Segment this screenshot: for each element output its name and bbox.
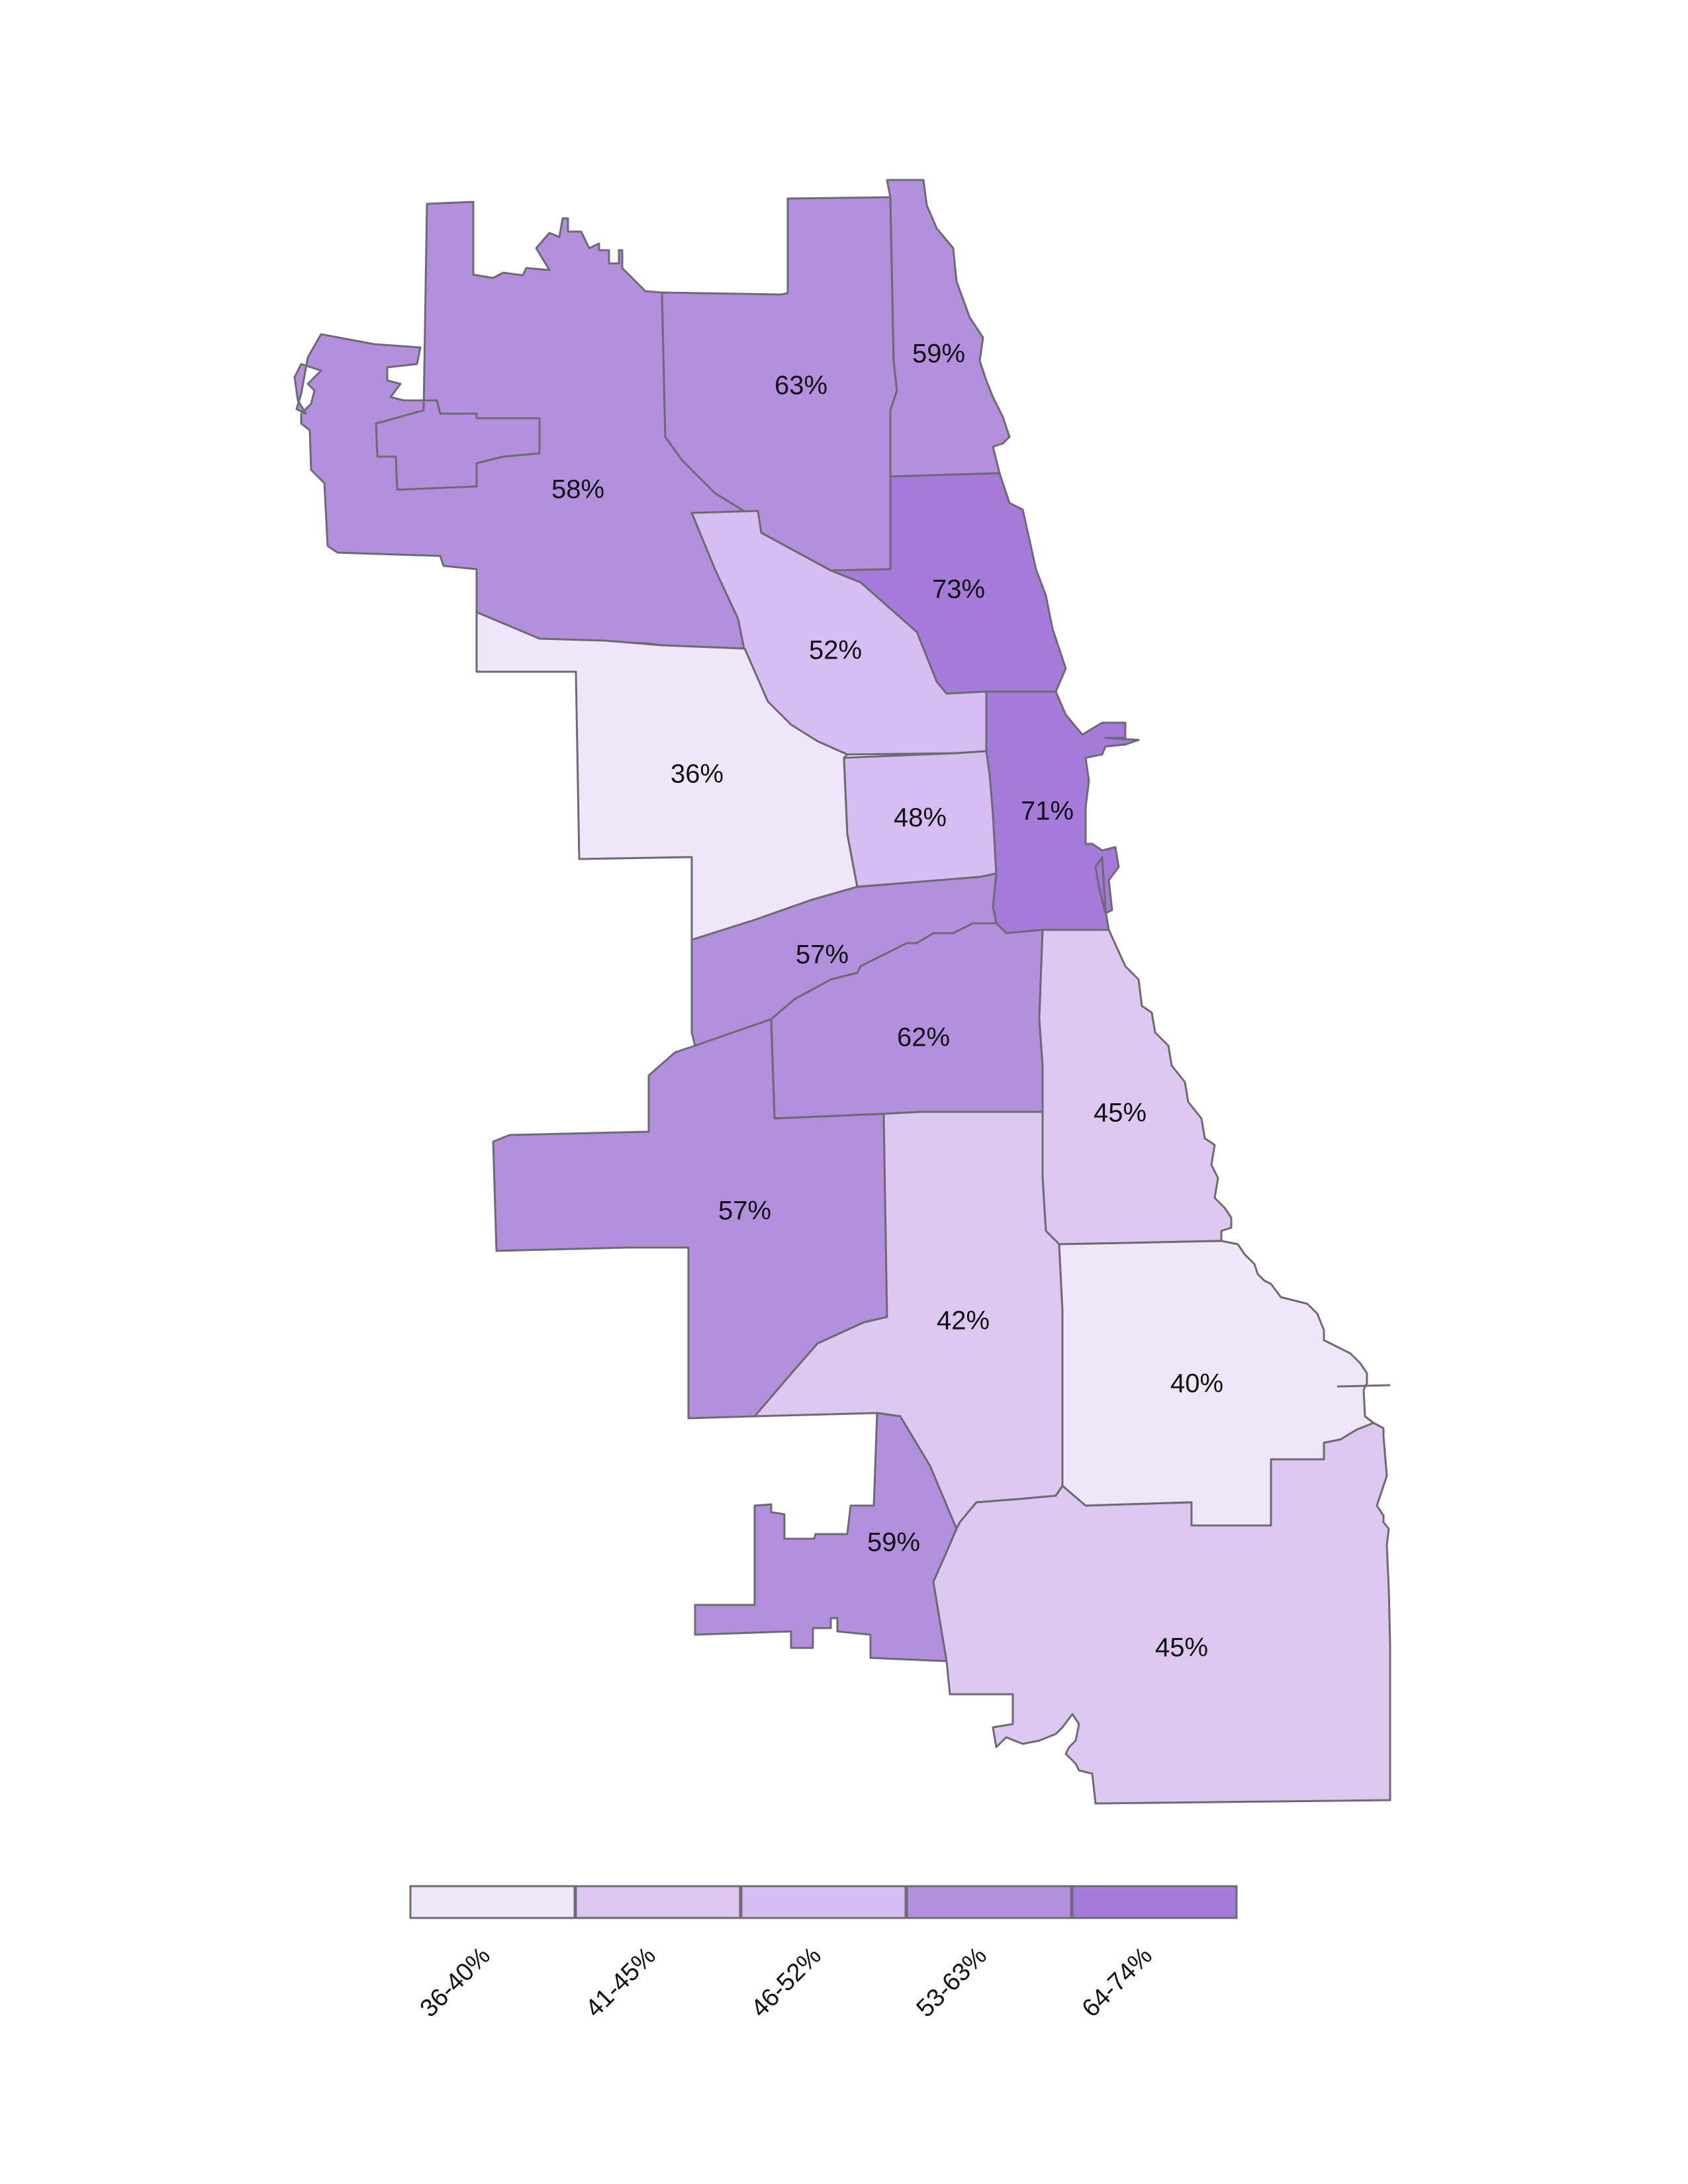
legend-swatch-46-52 <box>740 1885 907 1919</box>
region-label-northwest-central: 52% <box>809 636 862 665</box>
region-label-south-lakefront: 45% <box>1094 1099 1147 1128</box>
region-south-lakefront[interactable] <box>1038 929 1233 1246</box>
region-label-southwest-near: 57% <box>796 940 849 970</box>
legend-swatch-41-45 <box>575 1885 741 1919</box>
legend-label-53-63: 53-63% <box>912 1942 992 2023</box>
legend-label-46-52: 46-52% <box>746 1942 827 2023</box>
region-label-southeast: 40% <box>1170 1369 1223 1398</box>
region-label-southwest: 57% <box>718 1197 771 1226</box>
region-label-west: 36% <box>671 760 724 789</box>
region-label-north-lakefront: 73% <box>932 575 985 604</box>
legend-label-36-40: 36-40% <box>415 1942 496 2023</box>
pier-line <box>1336 1384 1391 1388</box>
region-far-northwest[interactable] <box>293 201 759 650</box>
region-label-central: 71% <box>1021 797 1074 826</box>
region-label-far-southwest: 59% <box>867 1528 920 1557</box>
legend-label-41-45: 41-45% <box>581 1942 661 2023</box>
region-far-south[interactable] <box>932 1422 1391 1805</box>
legend-label-64-74: 64-74% <box>1077 1942 1158 2023</box>
region-label-near-west: 48% <box>894 803 947 833</box>
region-label-south-central: 62% <box>897 1023 950 1052</box>
legend-swatch-36-40 <box>409 1885 576 1919</box>
region-label-south: 42% <box>937 1306 990 1336</box>
region-label-far-south: 45% <box>1155 1633 1208 1662</box>
region-label-north: 63% <box>774 371 827 400</box>
value-labels: 58% 63% 59% 73% 52% 36% 48% 71% 57% 62% … <box>551 340 1223 1662</box>
region-label-far-north-lakefront: 59% <box>912 340 965 369</box>
legend-swatch-64-74 <box>1071 1885 1238 1919</box>
legend: 36-40% 41-45% 46-52% 53-63% 64-74% <box>409 1885 1238 2023</box>
legend-swatch-53-63 <box>906 1885 1072 1919</box>
region-far-north-lakefront[interactable] <box>886 179 1011 478</box>
region-label-far-northwest: 58% <box>551 475 604 504</box>
